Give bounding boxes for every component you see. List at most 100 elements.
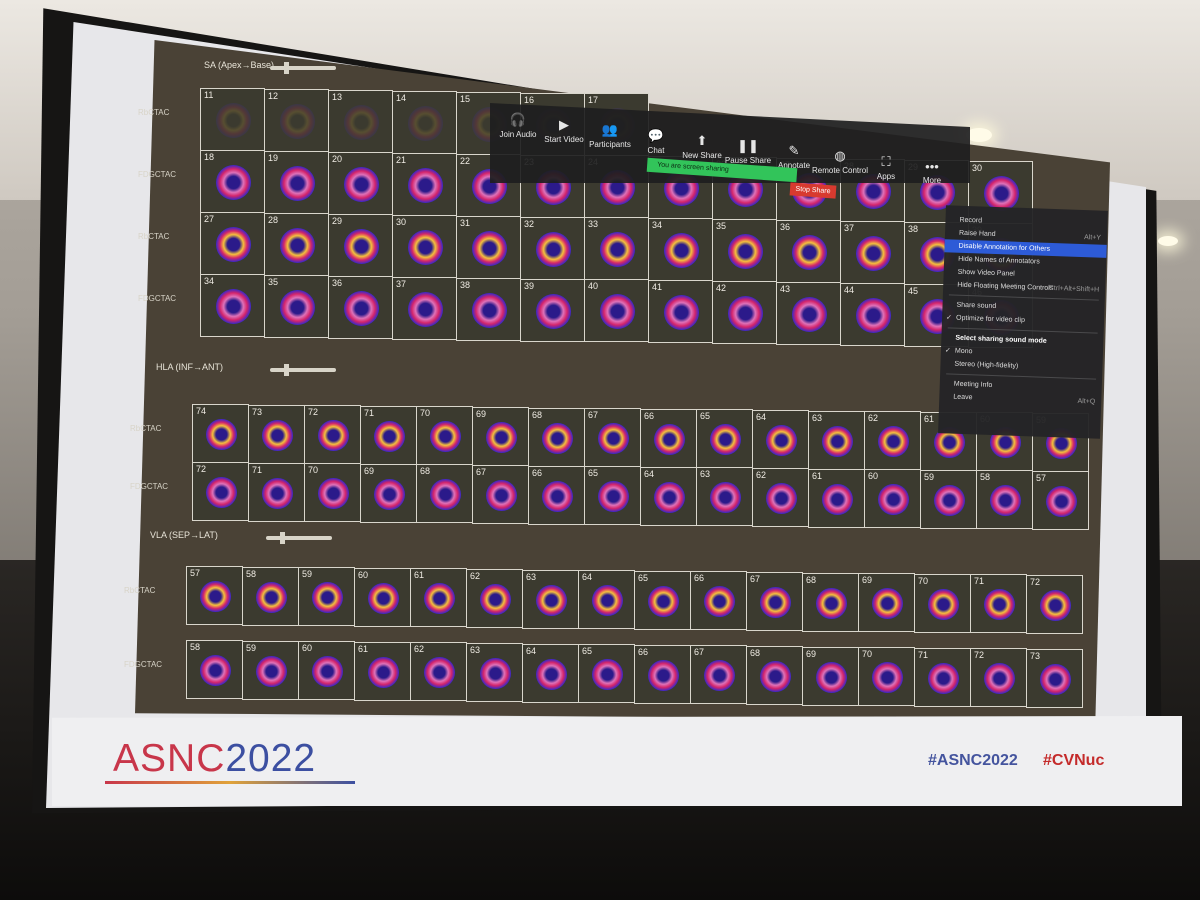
tile-number[interactable]: 21 (396, 155, 407, 165)
row-label[interactable]: FDGCTAC (124, 660, 163, 669)
image-tile[interactable]: 61 (808, 469, 865, 528)
tile-number[interactable]: 73 (252, 407, 263, 417)
zoom-start-video-button[interactable]: ▶ Start Video (534, 117, 594, 144)
tile-number[interactable]: 11 (204, 90, 214, 100)
tile-number[interactable]: 64 (526, 646, 537, 656)
heart-scan-blob[interactable] (856, 236, 891, 271)
tile-number[interactable]: 63 (526, 572, 537, 582)
image-tile[interactable]: 32 (520, 217, 585, 280)
tile-number[interactable]: 65 (638, 573, 649, 583)
image-tile[interactable]: 18 (200, 150, 265, 213)
zoom-button-label[interactable]: Pause Share (724, 156, 772, 165)
menu-item-label[interactable]: Select sharing sound mode (955, 334, 1047, 345)
image-tile[interactable]: 30 (392, 215, 457, 278)
zoom-more-button[interactable]: ••• More (902, 159, 962, 185)
image-tile[interactable]: 69 (360, 464, 417, 523)
image-tile[interactable]: 66 (634, 645, 691, 704)
image-tile[interactable]: 37 (392, 277, 457, 340)
image-tile[interactable]: 65 (696, 409, 753, 468)
image-tile[interactable]: 67 (746, 572, 803, 631)
heart-scan-blob[interactable] (280, 290, 315, 325)
heart-scan-blob[interactable] (822, 426, 853, 457)
heart-scan-blob[interactable] (280, 228, 315, 263)
heart-scan-blob[interactable] (536, 232, 571, 267)
image-tile[interactable]: 70 (304, 463, 361, 522)
heart-scan-blob[interactable] (816, 588, 847, 619)
tile-number[interactable]: 61 (812, 471, 823, 481)
image-tile[interactable]: 41 (648, 280, 713, 343)
mouse-icon[interactable]: ◍ (834, 148, 846, 163)
tile-number[interactable]: 42 (716, 283, 727, 293)
image-tile[interactable]: 61 (410, 568, 467, 627)
pencil-icon[interactable]: ✎ (788, 143, 800, 158)
menu-item-label[interactable]: Optimize for video clip (955, 314, 1026, 325)
share-arrow-icon[interactable]: ⬆ (696, 133, 708, 148)
tile-number[interactable]: 34 (204, 276, 215, 286)
row-label[interactable]: FDGCTAC (130, 482, 169, 491)
image-tile[interactable]: 36 (328, 276, 393, 339)
image-tile[interactable]: 72 (970, 648, 1027, 707)
section-slider[interactable] (270, 364, 336, 376)
tile-number[interactable]: 66 (694, 573, 705, 583)
image-tile[interactable]: 71 (970, 574, 1027, 633)
tile-number[interactable]: 72 (1030, 577, 1041, 587)
image-tile[interactable]: 66 (528, 466, 585, 525)
image-tile[interactable]: 35 (264, 275, 329, 338)
heart-scan-blob[interactable] (872, 588, 903, 619)
zoom-button-label[interactable]: Apps (876, 172, 896, 181)
tile-number[interactable]: 13 (332, 92, 343, 102)
heart-scan-blob[interactable] (368, 583, 399, 614)
heart-scan-blob[interactable] (704, 586, 735, 617)
tile-number[interactable]: 30 (396, 217, 407, 227)
zoom-button-label[interactable]: New Share (682, 151, 722, 160)
heart-scan-blob[interactable] (480, 584, 511, 615)
tile-number[interactable]: 67 (476, 467, 487, 477)
tile-number[interactable]: 62 (414, 644, 425, 654)
tile-number[interactable]: 74 (196, 406, 207, 416)
tile-number[interactable]: 20 (332, 154, 343, 164)
image-tile[interactable]: 60 (354, 568, 411, 627)
tile-number[interactable]: 35 (268, 277, 279, 287)
tile-number[interactable]: 66 (638, 647, 649, 657)
image-tile[interactable]: 69 (472, 407, 529, 466)
image-tile[interactable]: 67 (690, 645, 747, 704)
menu-item-label[interactable]: Leave (953, 393, 973, 402)
tile-number[interactable]: 61 (924, 414, 935, 424)
image-tile[interactable]: 13 (328, 90, 393, 153)
tile-number[interactable]: 38 (460, 280, 471, 290)
heart-scan-blob[interactable] (984, 663, 1015, 694)
heart-scan-blob[interactable] (344, 229, 379, 264)
zoom-participants-button[interactable]: 👥 Participants (580, 122, 640, 149)
menu-item-label[interactable]: Disable Annotation for Others (958, 242, 1051, 253)
heart-scan-blob[interactable] (216, 165, 251, 200)
heart-scan-blob[interactable] (216, 227, 251, 262)
heart-scan-blob[interactable] (368, 657, 399, 688)
tile-number[interactable]: 70 (420, 408, 431, 418)
heart-scan-blob[interactable] (344, 167, 379, 202)
zoom-apps-button[interactable]: ⛶ Apps (856, 154, 916, 181)
tile-number[interactable]: 59 (924, 472, 935, 482)
tile-number[interactable]: 58 (246, 569, 257, 579)
tile-number[interactable]: 70 (308, 465, 319, 475)
heart-scan-blob[interactable] (648, 660, 679, 691)
image-tile[interactable]: 59 (298, 567, 355, 626)
tile-number[interactable]: 60 (868, 471, 879, 481)
image-tile[interactable]: 64 (640, 467, 697, 526)
heart-scan-blob[interactable] (598, 481, 629, 512)
section-slider[interactable] (266, 532, 332, 544)
heart-scan-blob[interactable] (1040, 590, 1071, 621)
row-label[interactable]: RbCTAC (124, 586, 156, 595)
image-tile[interactable]: 62 (752, 468, 809, 527)
more-dots-icon[interactable]: ••• (925, 159, 939, 174)
tile-number[interactable]: 45 (908, 286, 919, 296)
tile-number[interactable]: 68 (750, 648, 761, 658)
tile-number[interactable]: 36 (332, 278, 343, 288)
image-tile[interactable]: 63 (522, 570, 579, 629)
heart-scan-blob[interactable] (664, 233, 699, 268)
image-tile[interactable]: 57 (186, 566, 243, 625)
image-tile[interactable]: 62 (864, 411, 921, 470)
heart-scan-blob[interactable] (318, 478, 349, 509)
heart-scan-blob[interactable] (216, 289, 251, 324)
zoom-button-label[interactable]: Participants (589, 140, 631, 149)
heart-scan-blob[interactable] (480, 658, 511, 689)
